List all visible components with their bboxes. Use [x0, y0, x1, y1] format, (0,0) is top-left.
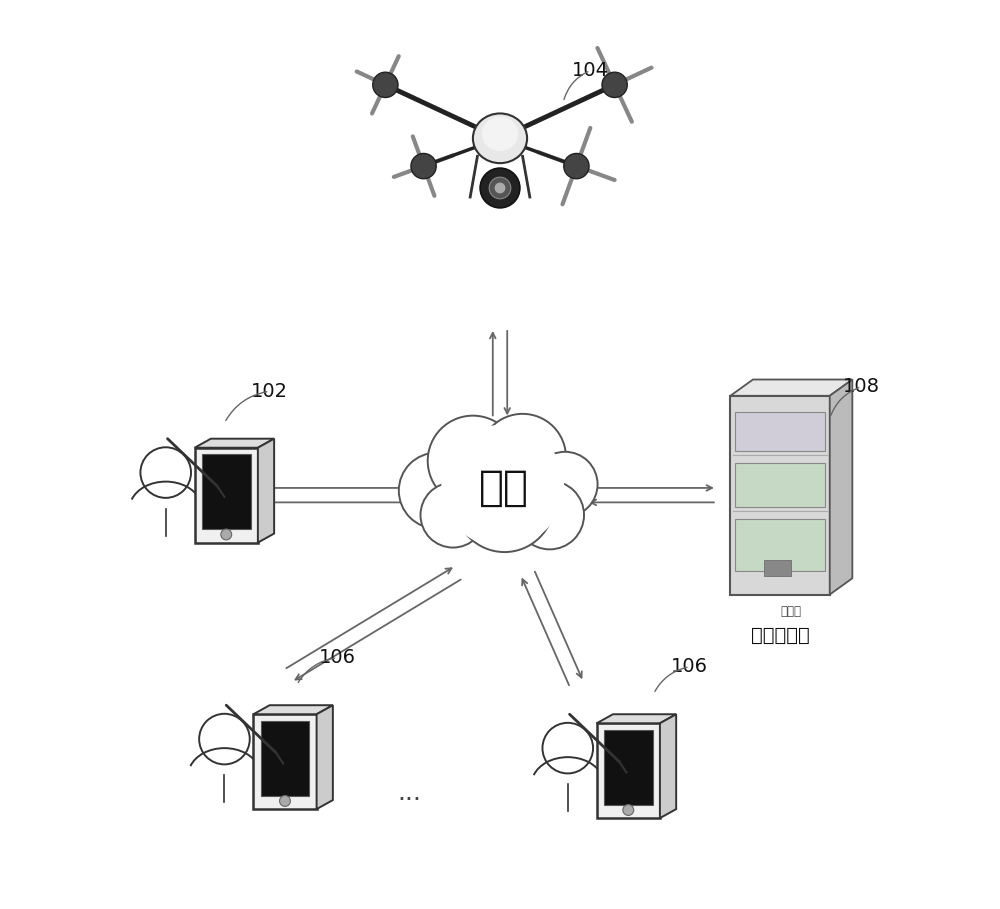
Text: 网络: 网络	[479, 467, 529, 509]
Circle shape	[480, 168, 520, 208]
Circle shape	[533, 452, 598, 517]
Circle shape	[221, 529, 232, 540]
Circle shape	[495, 183, 505, 194]
Circle shape	[420, 483, 486, 547]
Ellipse shape	[482, 116, 518, 151]
FancyBboxPatch shape	[735, 464, 825, 507]
Circle shape	[455, 453, 554, 552]
Polygon shape	[253, 705, 333, 714]
Polygon shape	[830, 380, 852, 594]
Circle shape	[479, 414, 566, 501]
Circle shape	[564, 154, 589, 179]
Text: 102: 102	[251, 382, 288, 401]
Polygon shape	[604, 730, 653, 804]
Polygon shape	[660, 714, 676, 818]
Circle shape	[441, 425, 564, 547]
Text: ...: ...	[398, 782, 422, 805]
Polygon shape	[261, 721, 309, 795]
Text: 控制服务器: 控制服务器	[751, 626, 809, 645]
Circle shape	[280, 795, 290, 806]
Circle shape	[489, 177, 511, 199]
Polygon shape	[597, 714, 676, 724]
Circle shape	[602, 72, 627, 97]
Circle shape	[399, 453, 475, 528]
FancyBboxPatch shape	[730, 395, 830, 594]
Polygon shape	[597, 724, 660, 818]
Polygon shape	[202, 454, 251, 529]
Circle shape	[140, 447, 191, 498]
Circle shape	[623, 804, 634, 815]
FancyBboxPatch shape	[764, 560, 791, 576]
FancyBboxPatch shape	[735, 412, 825, 452]
Circle shape	[542, 723, 593, 774]
FancyBboxPatch shape	[735, 519, 825, 571]
Text: 108: 108	[843, 377, 880, 396]
Text: 104: 104	[572, 61, 609, 80]
Polygon shape	[195, 448, 258, 543]
Text: 106: 106	[671, 657, 708, 676]
Text: 106: 106	[319, 648, 356, 667]
Circle shape	[199, 714, 250, 764]
Polygon shape	[253, 714, 317, 809]
Text: 服务器: 服务器	[781, 605, 802, 618]
Circle shape	[411, 154, 436, 179]
Polygon shape	[730, 380, 852, 395]
Circle shape	[373, 72, 398, 97]
Circle shape	[515, 481, 584, 549]
Polygon shape	[258, 439, 274, 543]
Polygon shape	[317, 705, 333, 809]
Circle shape	[428, 415, 518, 506]
Polygon shape	[195, 439, 274, 448]
Ellipse shape	[473, 114, 527, 163]
